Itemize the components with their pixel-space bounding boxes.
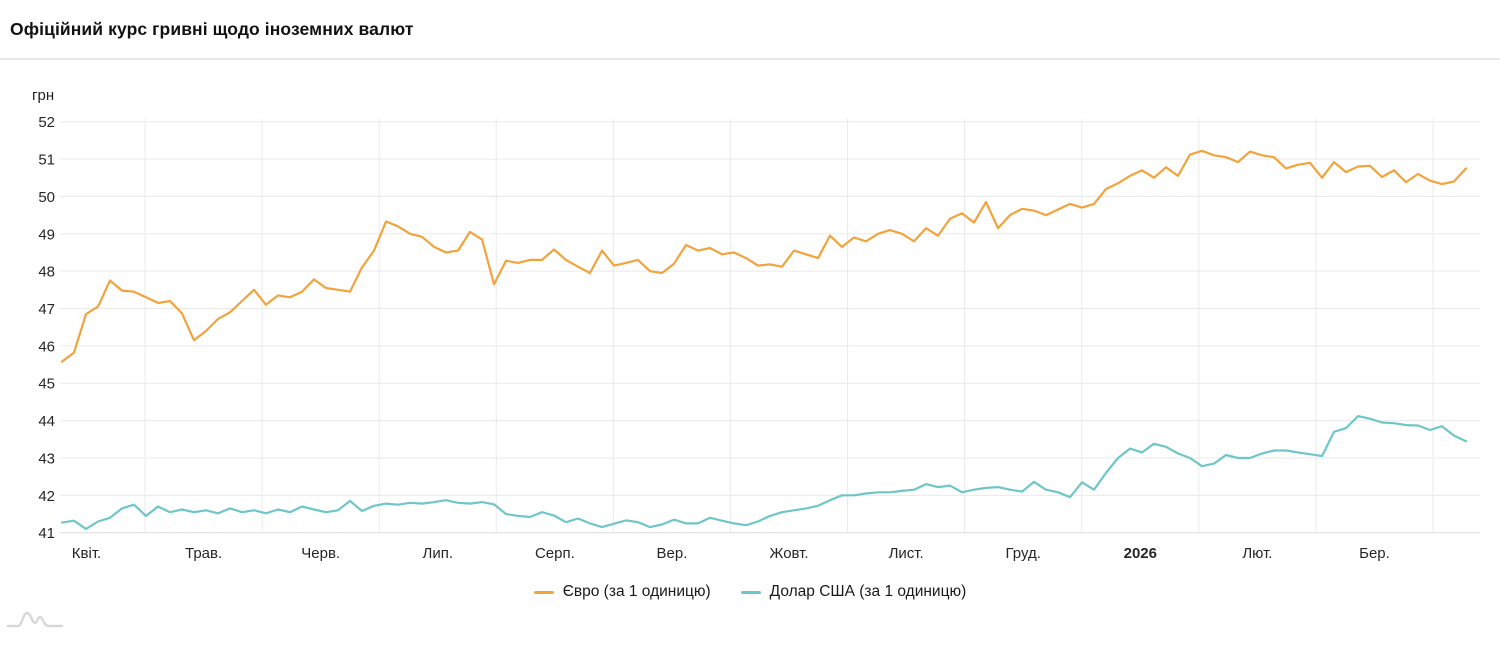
x-axis-tick-label: Квіт. bbox=[72, 545, 101, 562]
usd-line-marker-icon bbox=[740, 590, 761, 594]
x-axis-tick-label: Лют. bbox=[1242, 545, 1272, 562]
y-axis-tick-label: 48 bbox=[38, 264, 55, 281]
y-axis-tick-label: 51 bbox=[38, 152, 55, 169]
exchange-rate-chart: 52 51 50 49 48 47 46 45 44 43 42 41 Квіт. Трав. Черв. Л… bbox=[0, 62, 1500, 655]
y-axis-tick-label: 45 bbox=[38, 376, 55, 393]
page-title: Офіційний курс гривні щодо іноземних вал… bbox=[10, 18, 414, 39]
euro-rate-line bbox=[60, 149, 1468, 363]
x-axis-tick-label: Жовт. bbox=[770, 545, 809, 562]
y-axis-tick-label: 46 bbox=[38, 338, 55, 355]
x-axis-tick-label: Вер. bbox=[657, 545, 688, 562]
y-axis-tick-label: 42 bbox=[38, 488, 55, 505]
y-axis-tick-label: 41 bbox=[38, 525, 55, 542]
usd-rate-line bbox=[60, 415, 1468, 531]
chart-canvas: 52 51 50 49 48 47 46 45 44 43 42 41 Квіт. Трав. Черв. Л… bbox=[38, 114, 1480, 562]
y-axis-tick-label: 50 bbox=[38, 189, 55, 206]
legend-item-euro[interactable]: Євро (за 1 одиницю) bbox=[533, 583, 711, 601]
x-axis-tick-label: Лист. bbox=[889, 545, 924, 562]
chart-watermark-logo bbox=[6, 611, 64, 628]
y-axis-tick-label: 47 bbox=[38, 301, 55, 318]
x-axis-tick-label: Трав. bbox=[185, 545, 222, 562]
x-axis-tick-label: Черв. bbox=[301, 545, 340, 562]
legend-label-usd: Долар США (за 1 одиницю) bbox=[769, 583, 967, 600]
legend-item-usd[interactable]: Долар США (за 1 одиницю) bbox=[740, 583, 967, 601]
legend-label-euro: Євро (за 1 одиницю) bbox=[562, 583, 711, 600]
page-header: Офіційний курс гривні щодо іноземних вал… bbox=[0, 0, 1500, 60]
x-axis-tick-label: Серп. bbox=[535, 545, 575, 562]
x-axis-tick-label: Лип. bbox=[423, 545, 454, 562]
x-axis-tick-label: Бер. bbox=[1359, 545, 1390, 562]
y-axis-tick-label: 49 bbox=[38, 226, 55, 243]
x-axis-tick-label: 2026 bbox=[1124, 545, 1157, 562]
x-axis-tick-label: Груд. bbox=[1006, 545, 1041, 562]
euro-line-marker-icon bbox=[533, 590, 554, 594]
y-axis-tick-label: 44 bbox=[38, 413, 55, 430]
y-axis-tick-label: 43 bbox=[38, 450, 55, 467]
y-axis-tick-label: 52 bbox=[38, 114, 55, 131]
y-axis-unit-label: грн bbox=[32, 87, 55, 104]
chart-legend: Євро (за 1 одиницю) Долар США (за 1 один… bbox=[0, 583, 1500, 601]
